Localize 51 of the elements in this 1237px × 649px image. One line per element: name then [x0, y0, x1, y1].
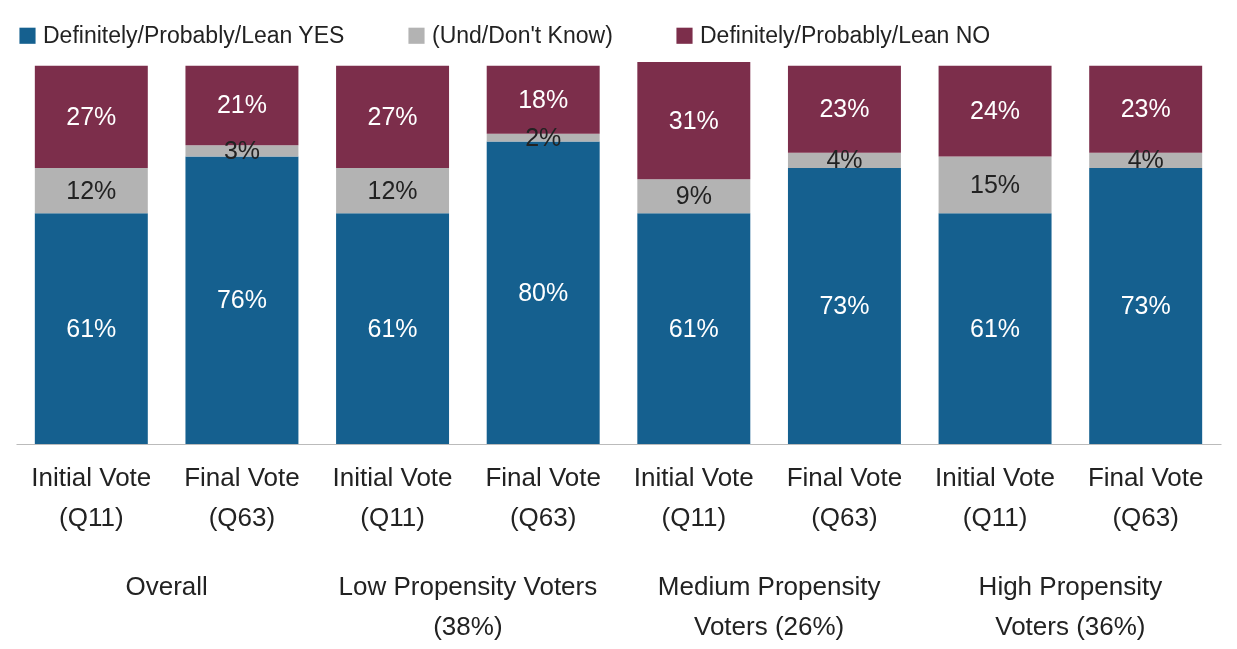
text: Low Propensity Voters (38%) [338, 571, 598, 641]
bar [336, 167, 450, 214]
data-label: 76% [216, 285, 267, 314]
data-label: 61% [367, 313, 418, 342]
x-tick-label: Initial Vote (Q11) [31, 461, 152, 532]
bar [34, 213, 148, 444]
data-label: 4% [826, 145, 863, 174]
bar [1089, 167, 1203, 444]
legend-label: Definitely/Probably/Lean NO [700, 21, 991, 48]
data-label: 4% [1127, 145, 1164, 174]
bar [787, 167, 901, 444]
data-label: 23% [819, 94, 870, 123]
data-label: 73% [1120, 290, 1171, 319]
legend-label: (Und/Don't Know) [432, 21, 613, 48]
data-label: 9% [675, 181, 712, 210]
legend-label: Definitely/Probably/Lean YES [43, 21, 345, 48]
bar [637, 213, 751, 444]
data-label: 15% [970, 169, 1021, 198]
text: Overall [125, 571, 208, 601]
x-tick-label: Initial Vote (Q11) [332, 461, 453, 532]
data-label: 31% [668, 105, 719, 134]
bar [336, 65, 450, 168]
bar [34, 167, 148, 214]
data-label: 61% [970, 313, 1021, 342]
bar [938, 156, 1052, 214]
x-tick-label: Initial Vote (Q11) [935, 461, 1056, 532]
bar [938, 213, 1052, 444]
x-tick-label: Final Vote (Q63) [485, 461, 602, 532]
data-label: 12% [66, 175, 117, 204]
data-label: 61% [66, 313, 117, 342]
data-label: 24% [970, 96, 1021, 125]
x-tick-label: Final Vote (Q63) [1087, 461, 1204, 532]
text: High Propensity Voters (36%) [978, 571, 1163, 641]
bar [637, 179, 751, 214]
bar [336, 213, 450, 444]
data-label: 61% [668, 313, 719, 342]
data-label: 80% [518, 277, 569, 306]
bar [938, 65, 1052, 157]
data-label: 18% [518, 84, 569, 113]
x-tick-label: Initial Vote (Q11) [633, 461, 754, 532]
data-label: 73% [819, 290, 870, 319]
data-label: 27% [66, 101, 117, 130]
data-label: 23% [1120, 94, 1171, 123]
x-tick-label: Final Vote (Q63) [184, 461, 300, 532]
x-tick-label: Final Vote (Q63) [786, 461, 903, 532]
data-label: 27% [367, 101, 418, 130]
bar [34, 65, 148, 168]
bar [637, 62, 751, 180]
text: Medium Propensity Voters (26%) [657, 571, 881, 641]
data-label: 21% [216, 90, 267, 119]
data-label: 12% [367, 175, 418, 204]
